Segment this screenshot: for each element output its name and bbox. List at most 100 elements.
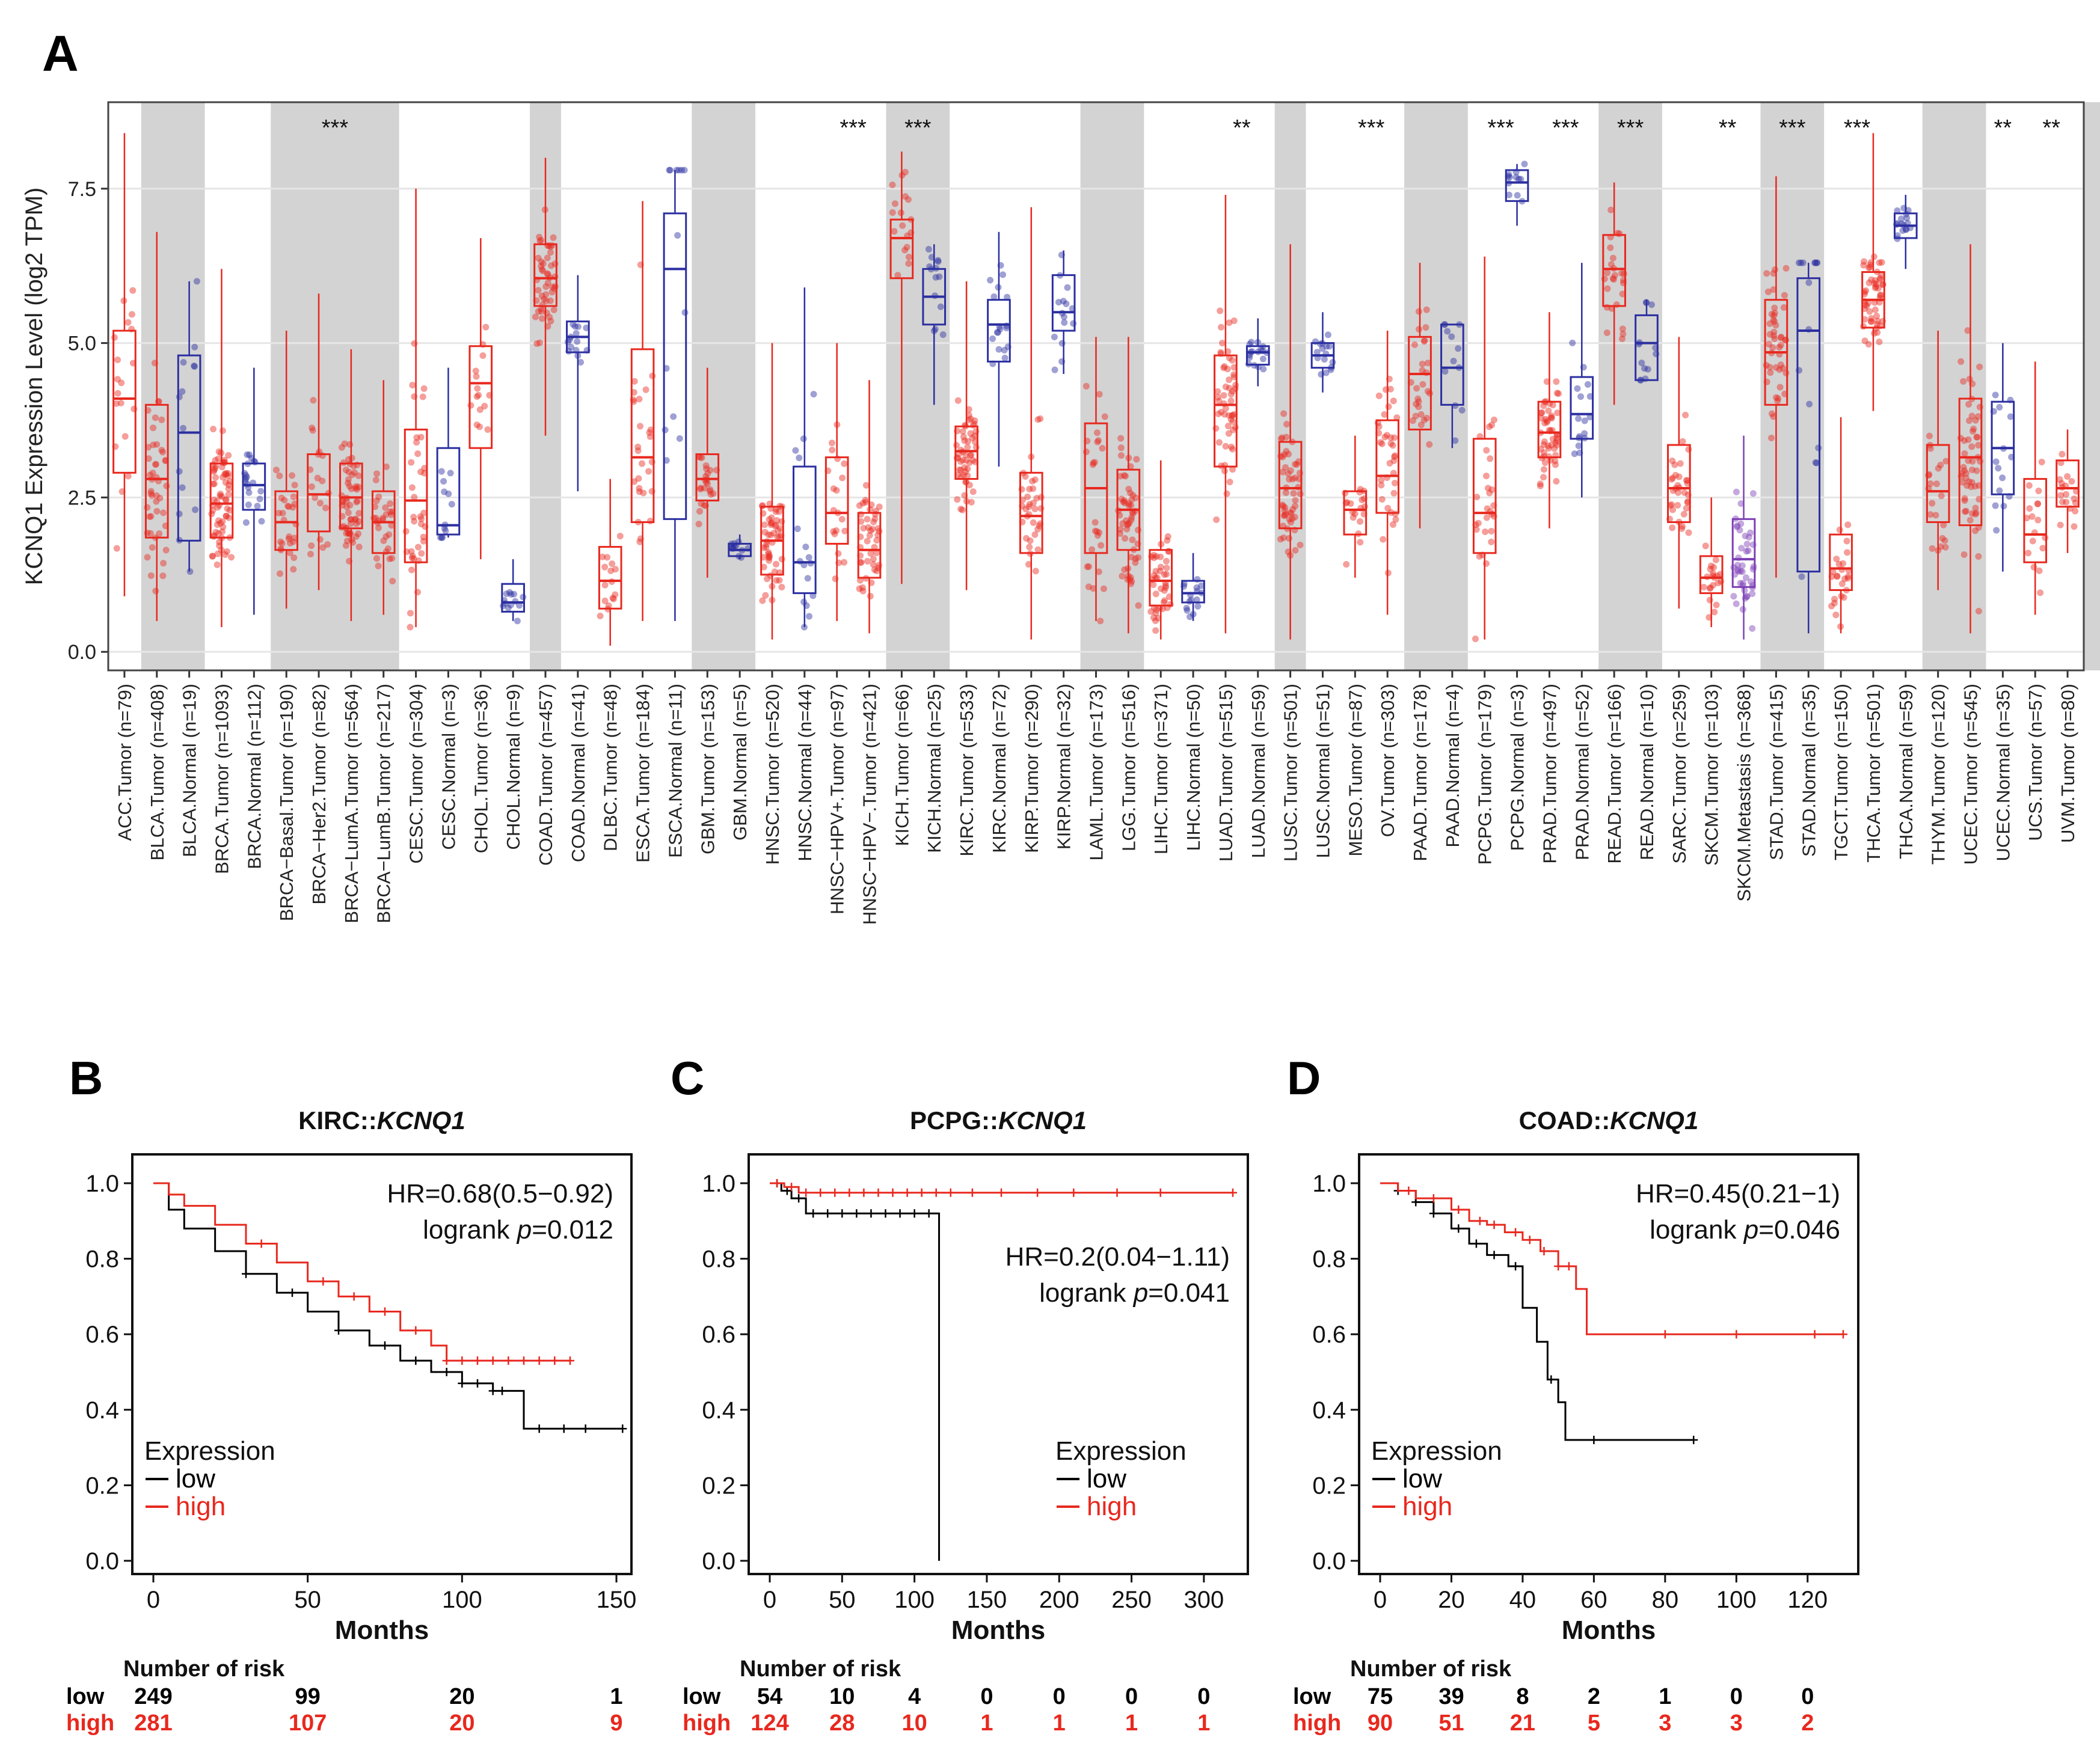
km-censor-mark: [1454, 1205, 1463, 1214]
data-point: [1095, 568, 1102, 575]
x-tick-label: LUSC.Normal (n=51): [1312, 684, 1333, 858]
data-point: [1378, 496, 1386, 503]
data-point: [1969, 510, 1976, 517]
data-point: [612, 566, 619, 573]
data-point: [966, 482, 973, 489]
y-axis-title: KCNQ1 Expression Level (log2 TPM): [21, 188, 48, 586]
data-point: [256, 495, 263, 503]
data-point: [961, 464, 968, 471]
data-point: [1861, 337, 1868, 345]
data-point: [1933, 480, 1940, 488]
data-point: [971, 417, 978, 424]
data-point: [212, 465, 219, 472]
data-point: [1165, 548, 1172, 555]
data-point: [604, 554, 611, 561]
data-point: [1584, 381, 1591, 388]
data-point: [1024, 493, 1031, 500]
data-point: [1894, 232, 1901, 239]
data-point: [246, 451, 253, 458]
data-point: [1549, 435, 1556, 443]
x-tick-label: GBM.Normal (n=5): [729, 684, 751, 841]
data-point: [1484, 485, 1491, 492]
risk-value: 249: [134, 1684, 172, 1709]
data-point: [646, 433, 654, 440]
km-censor-mark: [910, 1209, 919, 1218]
data-point: [158, 447, 165, 454]
shaded-group-band: [2084, 102, 2100, 670]
data-point: [1861, 258, 1868, 265]
data-point: [1512, 174, 1520, 181]
data-point: [114, 356, 121, 363]
data-point: [1864, 299, 1871, 307]
data-point: [1538, 409, 1546, 416]
data-point: [1483, 473, 1490, 480]
data-point: [1542, 415, 1549, 423]
data-point: [1215, 397, 1223, 405]
data-point: [873, 537, 880, 544]
data-point: [1966, 516, 1974, 524]
risk-value: 28: [829, 1711, 855, 1736]
data-point: [697, 485, 704, 492]
km-censor-mark: [1554, 1262, 1563, 1271]
km-censor-mark: [1511, 1228, 1520, 1237]
data-point: [1619, 290, 1626, 298]
data-point: [213, 561, 221, 568]
risk-value: 0: [1197, 1684, 1210, 1709]
data-point: [901, 193, 909, 200]
data-point: [1150, 614, 1157, 621]
data-point: [1577, 393, 1585, 400]
data-point: [472, 367, 479, 375]
data-point: [1610, 276, 1617, 283]
km-x-tick-label: 20: [1438, 1587, 1465, 1613]
data-point: [1644, 366, 1651, 373]
data-point: [867, 593, 874, 600]
data-point: [1812, 459, 1819, 466]
data-point: [348, 485, 355, 492]
data-point: [244, 451, 251, 458]
data-point: [373, 555, 380, 562]
data-point: [662, 426, 669, 433]
data-point: [960, 471, 967, 479]
significance-label: ***: [322, 115, 349, 141]
data-point: [1779, 364, 1787, 372]
data-point: [833, 527, 840, 534]
data-point: [1135, 602, 1142, 609]
data-point: [1030, 485, 1037, 492]
km-censor-mark: [242, 1269, 250, 1278]
data-point: [191, 363, 198, 370]
data-point: [1283, 448, 1290, 455]
data-point: [859, 500, 867, 507]
data-point: [1153, 553, 1160, 560]
x-tick-label: ESCA.Tumor (n=184): [633, 684, 654, 863]
data-point: [1772, 364, 1779, 371]
data-point: [1088, 546, 1096, 553]
data-point: [1090, 585, 1097, 592]
km-frame: [1358, 1153, 1859, 1575]
data-point: [1669, 524, 1676, 531]
data-point: [1292, 497, 1299, 504]
data-point: [2037, 589, 2044, 596]
data-point: [1700, 583, 1707, 590]
data-point: [1874, 317, 1881, 325]
data-point: [1506, 174, 1514, 181]
data-point: [583, 324, 590, 331]
data-point: [1160, 599, 1167, 606]
data-point: [873, 568, 880, 575]
data-point: [544, 254, 551, 262]
km-curve-high: [1380, 1182, 1843, 1335]
data-point: [1213, 516, 1220, 523]
data-point: [1832, 611, 1840, 619]
data-point: [695, 521, 702, 528]
data-point: [538, 258, 545, 265]
data-point: [1037, 415, 1044, 422]
data-point: [1343, 561, 1350, 568]
data-point: [631, 378, 638, 385]
data-point: [536, 233, 543, 240]
data-point: [1055, 299, 1062, 306]
data-point: [1411, 341, 1418, 348]
data-point: [776, 533, 783, 541]
data-point: [1743, 548, 1750, 555]
data-point: [869, 525, 876, 533]
data-point: [481, 402, 488, 409]
risk-value: 1: [1659, 1684, 1671, 1709]
